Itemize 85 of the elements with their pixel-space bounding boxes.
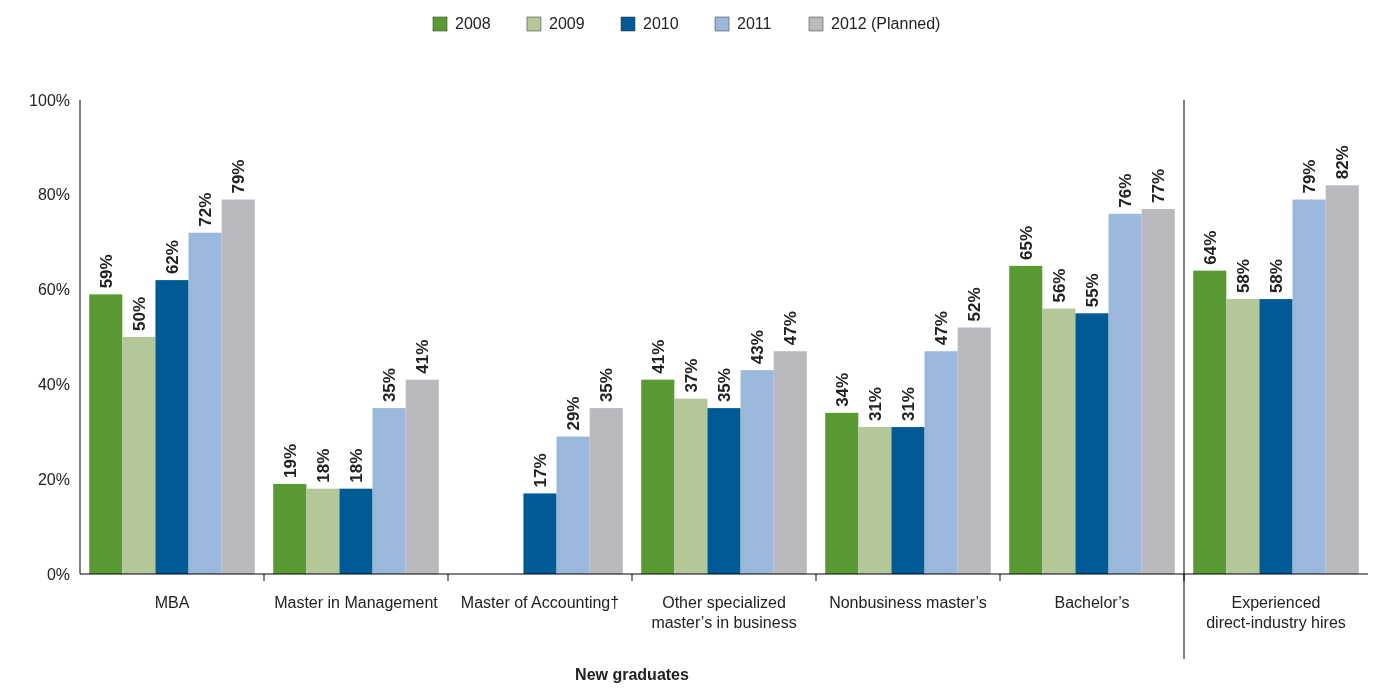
bar	[155, 280, 189, 574]
x-tick-label: Bachelor’s	[1054, 594, 1130, 611]
x-tick-label: Master of Accounting†	[460, 594, 620, 611]
legend-label: 2011	[737, 15, 772, 32]
bar	[1075, 313, 1109, 574]
data-label: 31%	[899, 387, 918, 422]
bar	[773, 351, 807, 574]
bar	[707, 408, 741, 574]
data-label: 72%	[196, 192, 216, 227]
bar	[523, 493, 557, 574]
legend-label: 2008	[455, 15, 491, 32]
data-label: 79%	[1300, 159, 1320, 194]
data-label: 18%	[347, 448, 366, 483]
legend-label: 2012 (Planned)	[831, 15, 941, 32]
bar	[740, 370, 774, 574]
data-label: 43%	[748, 330, 768, 365]
data-label: 37%	[681, 358, 701, 393]
bar	[372, 408, 406, 574]
bar	[674, 398, 708, 574]
x-tick-label: Other specialized master’s in business	[651, 594, 797, 631]
bar	[221, 199, 255, 574]
bar	[1141, 209, 1175, 574]
y-tick-label: 40%	[37, 376, 70, 393]
data-label: 35%	[597, 368, 617, 403]
data-label: 41%	[648, 339, 668, 374]
bar	[188, 232, 222, 574]
data-label: 62%	[163, 240, 182, 275]
data-label: 64%	[1200, 230, 1220, 265]
x-tick-label: MBA	[154, 594, 190, 611]
data-label: 65%	[1016, 225, 1036, 260]
bar	[1259, 299, 1293, 574]
bar	[1108, 213, 1142, 574]
bar	[957, 327, 991, 574]
y-tick-label: 20%	[37, 470, 70, 488]
bar	[1292, 199, 1326, 574]
x-tick-label: Nonbusiness master’s	[829, 594, 987, 611]
y-tick-label: 60%	[37, 281, 70, 299]
bar	[306, 488, 340, 574]
bar	[89, 294, 123, 574]
data-label: 50%	[129, 296, 149, 331]
x-tick-label: Experienced direct-industry hires	[1206, 594, 1346, 631]
bar	[1226, 299, 1260, 574]
bar	[589, 408, 623, 574]
bar	[556, 436, 590, 574]
data-label: 52%	[965, 287, 985, 322]
data-label: 35%	[715, 368, 734, 403]
data-label: 17%	[531, 453, 550, 488]
x-axis-title: New graduates	[575, 666, 690, 683]
x-tick-label: Master in Management	[274, 594, 439, 611]
data-label: 19%	[280, 443, 300, 478]
bar	[641, 379, 675, 574]
bar	[1193, 270, 1227, 574]
data-label: 58%	[1267, 259, 1286, 294]
bar	[122, 337, 156, 574]
data-label: 47%	[932, 311, 952, 346]
bar	[1325, 185, 1359, 574]
legend-label: 2010	[643, 15, 679, 32]
data-label: 29%	[564, 396, 584, 431]
data-label: 34%	[832, 372, 852, 407]
data-label: 47%	[781, 311, 801, 346]
data-label: 79%	[229, 159, 249, 194]
y-tick-label: 0%	[46, 565, 70, 583]
bar	[825, 412, 859, 574]
bar	[405, 379, 439, 574]
bar	[273, 483, 307, 574]
bar	[1042, 308, 1076, 574]
data-label: 82%	[1333, 145, 1353, 180]
data-label: 35%	[380, 368, 400, 403]
bar	[924, 351, 958, 574]
data-label: 56%	[1049, 268, 1069, 303]
data-label: 41%	[413, 339, 433, 374]
y-tick-label: 80%	[37, 186, 70, 204]
data-label: 31%	[865, 387, 885, 422]
data-label: 77%	[1149, 168, 1169, 204]
data-label: 76%	[1116, 173, 1136, 208]
data-label: 18%	[313, 448, 333, 483]
data-label: 55%	[1083, 273, 1102, 308]
data-label: 58%	[1233, 259, 1253, 294]
y-tick-label: 100%	[29, 91, 70, 109]
bar	[339, 488, 373, 574]
bar	[891, 427, 925, 574]
legend-label: 2009	[549, 15, 585, 32]
bar	[858, 427, 892, 574]
data-label: 59%	[96, 254, 116, 289]
bar	[1009, 265, 1043, 574]
